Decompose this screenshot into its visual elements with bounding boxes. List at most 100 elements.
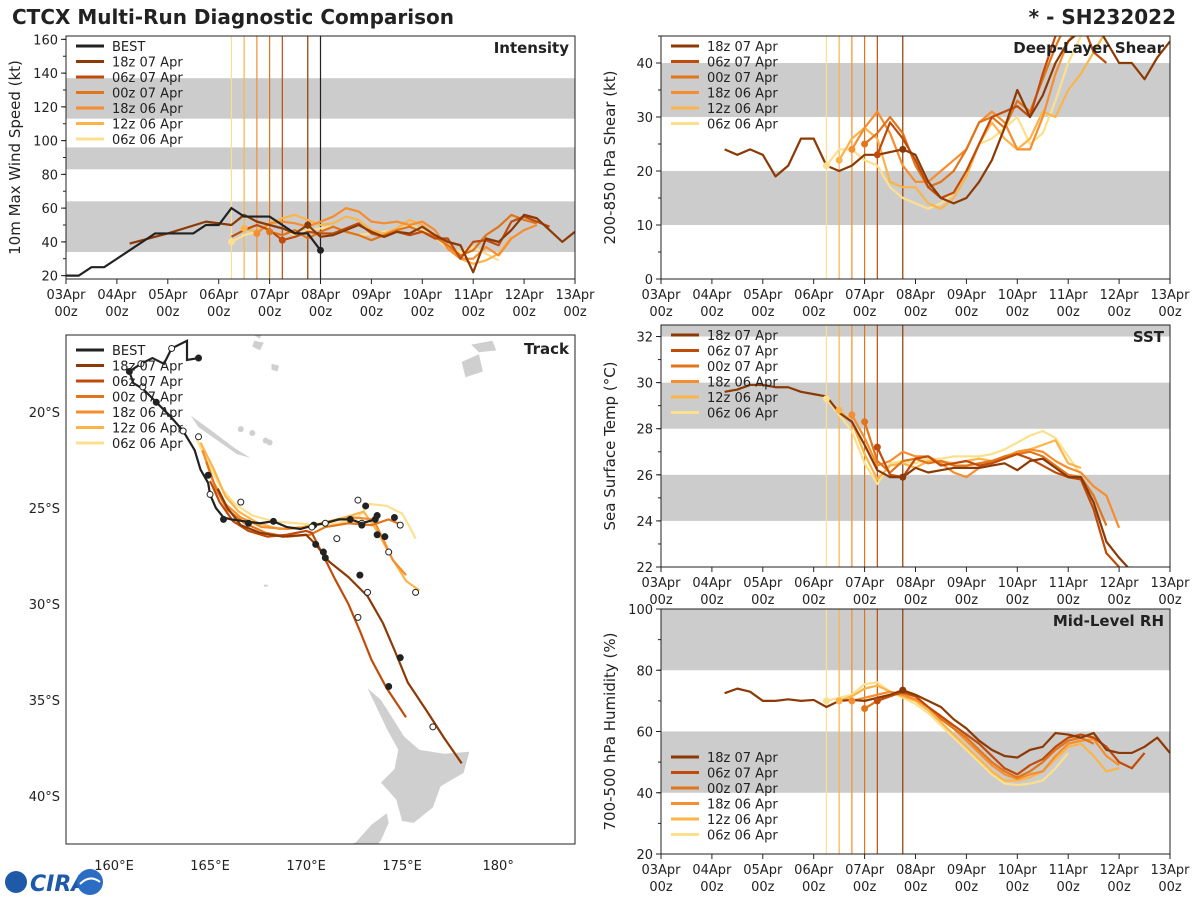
rh-init-marker bbox=[899, 686, 907, 694]
rh-xtick-sublabel: 00z bbox=[649, 880, 673, 895]
rh-series-line bbox=[826, 681, 1070, 787]
sst-xtick-sublabel: 00z bbox=[700, 593, 724, 608]
intensity-xtick-sublabel: 00z bbox=[462, 305, 486, 320]
rh-xtick-label: 08Apr bbox=[896, 863, 936, 878]
rh-xtick-label: 07Apr bbox=[845, 863, 885, 878]
intensity-xtick-label: 04Apr bbox=[97, 288, 137, 303]
intensity-panel: 20 40 60 80 100 120 140 160 03Apr 00z 04Apr 00z 05Ap… bbox=[6, 33, 595, 320]
rh-series-line bbox=[838, 684, 1120, 782]
cira-logo-emblem-icon bbox=[77, 869, 103, 895]
intensity-xtick-sublabel: 00z bbox=[411, 305, 435, 320]
shear-xtick-label: 04Apr bbox=[692, 288, 732, 303]
track-best-marker bbox=[195, 354, 203, 362]
sst-xtick-sublabel: 00z bbox=[649, 593, 673, 608]
rh-xtick-sublabel: 00z bbox=[751, 880, 775, 895]
sst-init-marker bbox=[835, 406, 843, 414]
intensity-ytick-label: 100 bbox=[33, 135, 58, 150]
track-land-islet bbox=[237, 426, 244, 433]
shear-xtick-label: 09Apr bbox=[947, 288, 987, 303]
track-run-open-marker bbox=[412, 588, 420, 596]
intensity-xtick-sublabel: 00z bbox=[207, 305, 231, 320]
rh-legend-label: 18z 06 Apr bbox=[707, 798, 778, 813]
intensity-ytick-label: 60 bbox=[41, 202, 58, 217]
rh-xtick-sublabel: 00z bbox=[904, 880, 928, 895]
track-run-marker bbox=[390, 513, 398, 521]
intensity-ytick-label: 20 bbox=[41, 270, 58, 285]
rh-xtick-label: 05Apr bbox=[743, 863, 783, 878]
track-run-marker bbox=[312, 540, 320, 548]
shear-xtick-label: 13Apr bbox=[1150, 288, 1190, 303]
sst-xtick-label: 08Apr bbox=[896, 576, 936, 591]
rh-xtick-label: 13Apr bbox=[1150, 863, 1190, 878]
shear-legend-label: 06z 07 Apr bbox=[707, 56, 778, 71]
sst-xtick-label: 12Apr bbox=[1100, 576, 1140, 591]
track-lon-label: 160°E bbox=[94, 859, 134, 874]
rh-ytick-label: 20 bbox=[636, 848, 653, 863]
intensity-legend-label: BEST bbox=[112, 40, 145, 55]
intensity-xtick-sublabel: 00z bbox=[156, 305, 180, 320]
track-legend-label: 06z 07 Apr bbox=[112, 375, 183, 390]
rh-ytick-label: 100 bbox=[628, 603, 653, 618]
sst-ytick-label: 32 bbox=[636, 331, 653, 346]
track-run-open-marker bbox=[354, 496, 362, 504]
sst-legend-label: 06z 07 Apr bbox=[707, 345, 778, 360]
shear-ytick-label: 0 bbox=[645, 273, 653, 288]
intensity-title: Intensity bbox=[494, 39, 570, 57]
track-best-marker bbox=[204, 471, 212, 479]
intensity-init-marker bbox=[304, 221, 312, 229]
rh-ytick-label: 40 bbox=[636, 787, 653, 802]
shear-xtick-sublabel: 00z bbox=[751, 305, 775, 320]
rh-xtick-sublabel: 00z bbox=[1107, 880, 1131, 895]
sst-xtick-sublabel: 00z bbox=[1057, 593, 1081, 608]
shear-init-marker bbox=[822, 162, 830, 170]
shear-xtick-label: 07Apr bbox=[845, 288, 885, 303]
track-land-islet bbox=[249, 429, 256, 436]
sst-xtick-label: 07Apr bbox=[845, 576, 885, 591]
intensity-xtick-sublabel: 00z bbox=[563, 305, 587, 320]
rh-band bbox=[661, 731, 1170, 793]
sst-ytick-label: 30 bbox=[636, 377, 653, 392]
sst-plot-bg bbox=[661, 325, 1170, 567]
track-run-marker bbox=[358, 521, 366, 529]
track-run-marker bbox=[385, 682, 393, 690]
track-best-marker bbox=[244, 519, 252, 527]
intensity-init-marker bbox=[266, 228, 274, 236]
track-run-marker bbox=[381, 533, 389, 541]
shear-xtick-sublabel: 00z bbox=[1158, 305, 1182, 320]
track-run-marker bbox=[319, 548, 327, 556]
sst-band bbox=[661, 325, 1170, 337]
track-land bbox=[271, 363, 280, 372]
track-lat-label: 20°S bbox=[29, 406, 60, 421]
shear-xtick-label: 06Apr bbox=[794, 288, 834, 303]
rh-ytick-label: 80 bbox=[636, 664, 653, 679]
sst-ylabel: Sea Surface Temp (°C) bbox=[601, 361, 619, 530]
sst-xtick-label: 11Apr bbox=[1049, 576, 1089, 591]
rh-panel: 20 40 60 80 100 03Apr 00z 04Apr 00z 05Apr 00z 06Apr… bbox=[601, 603, 1190, 895]
track-best-marker bbox=[125, 367, 133, 375]
track-run-marker bbox=[373, 531, 381, 539]
rh-ytick-label: 60 bbox=[636, 726, 653, 741]
intensity-best-marker bbox=[317, 246, 324, 254]
track-best-marker bbox=[346, 515, 354, 523]
intensity-legend-label: 06z 06 Apr bbox=[112, 133, 183, 148]
rh-init-marker bbox=[848, 697, 856, 705]
shear-legend-label: 06z 06 Apr bbox=[707, 118, 778, 133]
shear-legend-label: 18z 07 Apr bbox=[707, 40, 778, 55]
intensity-init-marker bbox=[253, 229, 261, 237]
track-land-islet bbox=[266, 439, 273, 446]
shear-xtick-label: 03Apr bbox=[641, 288, 681, 303]
track-run-marker bbox=[356, 571, 364, 579]
track-best-open-marker bbox=[139, 383, 147, 391]
sst-xtick-label: 06Apr bbox=[794, 576, 834, 591]
rh-xtick-sublabel: 00z bbox=[700, 880, 724, 895]
sst-ytick-label: 22 bbox=[636, 561, 653, 576]
track-run-marker bbox=[362, 502, 370, 510]
intensity-series-line bbox=[129, 213, 575, 274]
shear-legend-label: 18z 06 Apr bbox=[707, 87, 778, 102]
sst-panel: 22 24 26 28 30 32 03Apr 00z 04Apr 00z 05Apr 00z 06Ap… bbox=[601, 324, 1190, 608]
intensity-series-line bbox=[256, 207, 538, 260]
shear-ytick-label: 30 bbox=[636, 111, 653, 126]
track-frame bbox=[65, 334, 576, 845]
shear-xtick-label: 12Apr bbox=[1100, 288, 1140, 303]
rh-xtick-sublabel: 00z bbox=[802, 880, 826, 895]
